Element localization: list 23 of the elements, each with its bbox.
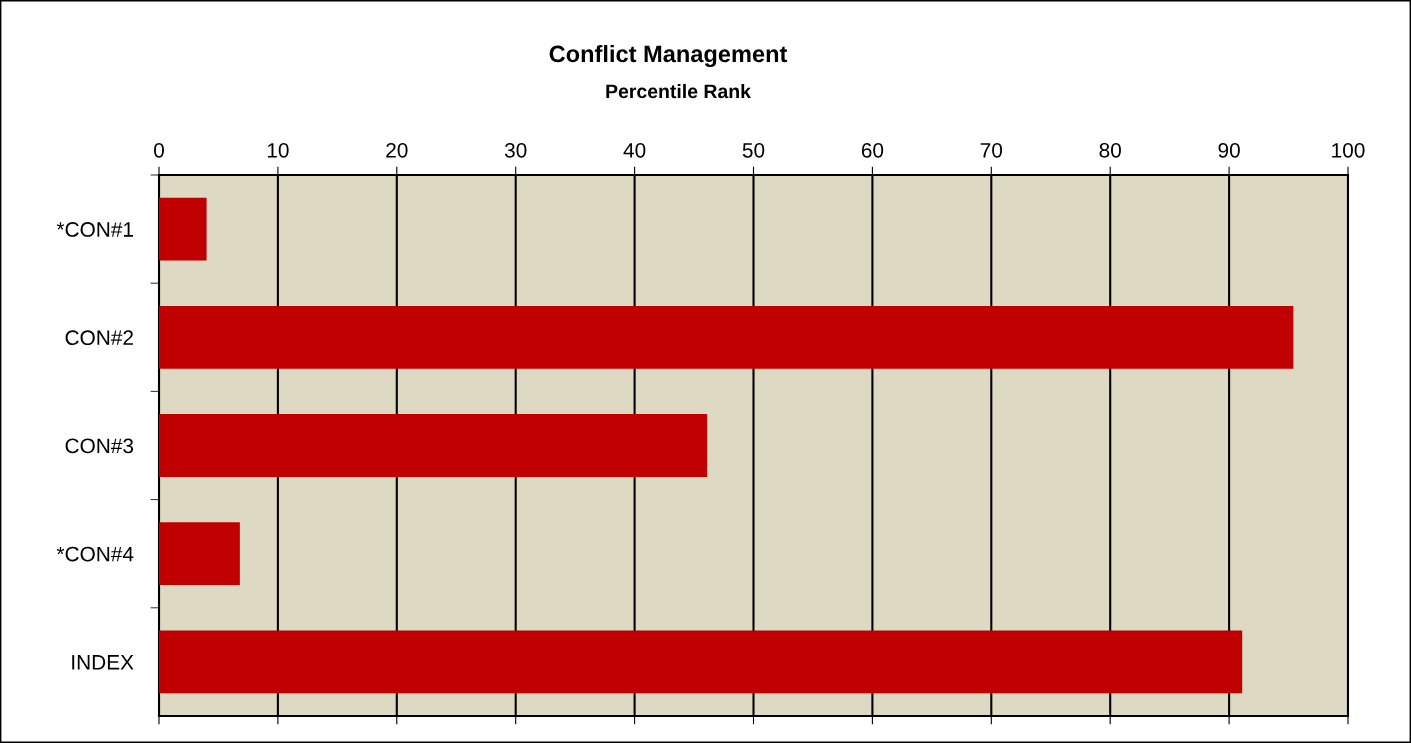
- x-tick-label: 10: [267, 142, 289, 158]
- bar: [159, 305, 1294, 369]
- x-tick-label: 80: [1099, 142, 1121, 158]
- y-tick-label: CON#3: [65, 438, 134, 454]
- x-tick-label: 20: [386, 142, 408, 158]
- x-tick-label: 0: [154, 142, 164, 158]
- bar: [159, 522, 240, 586]
- x-tick-label: 50: [742, 142, 765, 158]
- bar: [159, 197, 207, 261]
- x-tick-label: 30: [504, 142, 527, 158]
- chart-subtitle: Percentile Rank: [606, 83, 751, 99]
- y-tick-label: *CON#1: [56, 222, 133, 237]
- x-tick-label: 40: [623, 142, 646, 158]
- x-tick-label: 90: [1218, 142, 1240, 158]
- x-tick-label: 100: [1332, 142, 1365, 158]
- y-tick-label: INDEX: [72, 655, 134, 670]
- x-tick-label: 70: [980, 142, 1003, 158]
- y-tick-label: *CON#4: [56, 546, 134, 562]
- x-tick-label: 60: [861, 142, 884, 158]
- bar: [159, 414, 708, 477]
- y-tick-label: CON#2: [65, 330, 133, 346]
- bar: [159, 630, 1243, 694]
- chart-title: Conflict Management: [549, 44, 788, 68]
